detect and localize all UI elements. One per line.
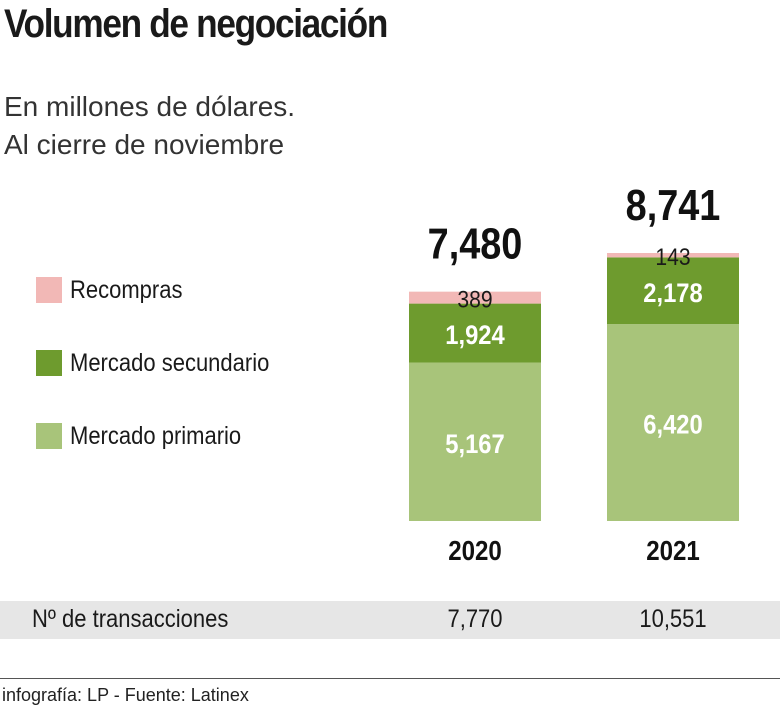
legend-swatch-mercado-primario — [36, 423, 62, 449]
legend-label-recompras: Recompras — [70, 275, 183, 304]
data-label-mercado-secundario-2021: 2,178 — [643, 278, 702, 308]
data-label-mercado-primario-2020: 5,167 — [445, 429, 504, 459]
data-label-recompras-2020: 389 — [457, 286, 492, 313]
category-label-2020: 2020 — [448, 534, 502, 566]
chart-title: Volumen de negociación — [4, 2, 388, 46]
data-label-mercado-secundario-2020: 1,924 — [445, 321, 504, 351]
chart-subtitle: En millones de dólares. Al cierre de nov… — [4, 88, 295, 164]
source-footer: infografía: LP - Fuente: Latinex — [2, 685, 249, 705]
subtitle-line-2: Al cierre de noviembre — [4, 129, 285, 160]
bar-mercado-primario-2021 — [607, 324, 739, 521]
transactions-row-background — [0, 601, 780, 639]
legend-swatch-recompras — [36, 277, 62, 303]
data-label-recompras-2021: 143 — [655, 244, 690, 271]
transactions-label: Nº de transacciones — [32, 605, 229, 633]
transactions-value-2021: 10,551 — [639, 605, 707, 633]
data-label-mercado-primario-2021: 6,420 — [643, 410, 702, 440]
category-label-2021: 2021 — [646, 534, 700, 566]
legend-swatch-mercado-secundario — [36, 350, 62, 376]
total-label-2020: 7,480 — [428, 219, 523, 268]
bar-mercado-secundario-2021 — [607, 257, 739, 325]
legend-item-recompras: Recompras — [36, 272, 297, 308]
legend-item-mercado-secundario: Mercado secundario — [36, 345, 297, 381]
legend: Recompras Mercado secundario Mercado pri… — [36, 272, 297, 491]
legend-label-mercado-secundario: Mercado secundario — [70, 348, 270, 377]
legend-label-mercado-primario: Mercado primario — [70, 421, 242, 450]
stacked-bar-chart: 5,167 1,924 389 7,480 2020 6,420 2,178 143 8,741… — [409, 180, 739, 566]
footer-divider — [0, 678, 780, 679]
bar-mercado-primario-2020 — [409, 362, 541, 521]
bar-recompras-2021 — [607, 253, 739, 258]
transactions-value-2020: 7,770 — [447, 605, 503, 633]
legend-item-mercado-primario: Mercado primario — [36, 418, 297, 454]
bar-mercado-secundario-2020 — [409, 303, 541, 363]
total-label-2021: 8,741 — [626, 180, 721, 229]
bar-recompras-2020 — [409, 291, 541, 304]
subtitle-line-1: En millones de dólares. — [4, 91, 296, 122]
